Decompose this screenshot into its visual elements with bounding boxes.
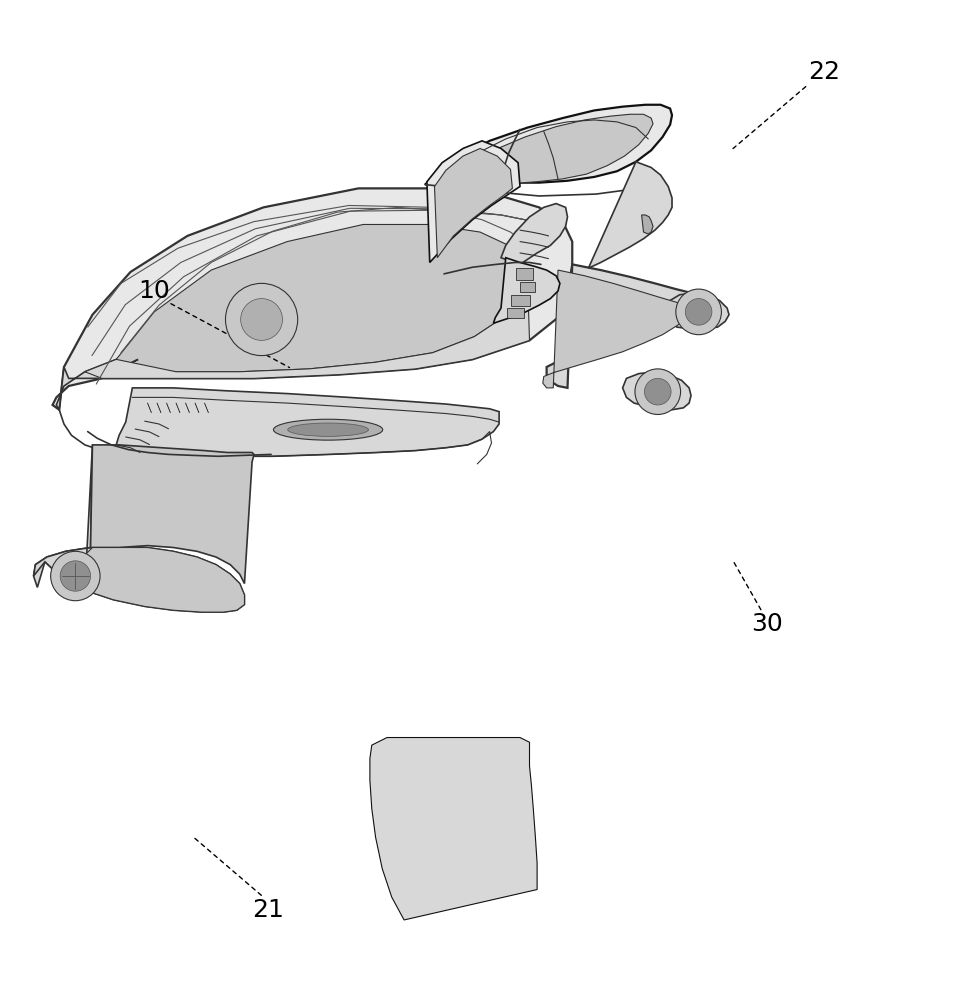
Circle shape bbox=[60, 561, 91, 591]
Polygon shape bbox=[62, 548, 245, 612]
Polygon shape bbox=[34, 546, 245, 612]
Polygon shape bbox=[425, 105, 672, 185]
Polygon shape bbox=[642, 215, 653, 234]
Ellipse shape bbox=[274, 419, 383, 440]
Polygon shape bbox=[435, 148, 513, 258]
Polygon shape bbox=[85, 281, 529, 378]
Polygon shape bbox=[543, 270, 691, 388]
Polygon shape bbox=[370, 738, 537, 920]
Polygon shape bbox=[34, 445, 93, 590]
Circle shape bbox=[685, 299, 712, 325]
Polygon shape bbox=[501, 204, 568, 264]
Text: 22: 22 bbox=[808, 60, 840, 84]
Ellipse shape bbox=[287, 423, 368, 436]
Polygon shape bbox=[56, 359, 138, 410]
Polygon shape bbox=[427, 141, 520, 262]
Text: 21: 21 bbox=[253, 898, 284, 922]
Polygon shape bbox=[623, 372, 691, 410]
Circle shape bbox=[676, 289, 721, 335]
Text: 30: 30 bbox=[751, 612, 783, 636]
Polygon shape bbox=[494, 258, 560, 323]
Polygon shape bbox=[588, 162, 672, 268]
Polygon shape bbox=[547, 264, 703, 388]
Polygon shape bbox=[117, 224, 527, 372]
Polygon shape bbox=[667, 293, 729, 329]
Circle shape bbox=[635, 369, 681, 414]
Polygon shape bbox=[516, 268, 533, 280]
Polygon shape bbox=[440, 114, 653, 188]
Circle shape bbox=[226, 283, 298, 356]
Circle shape bbox=[241, 299, 282, 340]
Polygon shape bbox=[91, 445, 254, 584]
Text: 10: 10 bbox=[139, 279, 170, 303]
Polygon shape bbox=[511, 295, 529, 306]
Polygon shape bbox=[117, 388, 499, 456]
Circle shape bbox=[645, 378, 671, 405]
Polygon shape bbox=[520, 282, 535, 292]
Polygon shape bbox=[53, 188, 573, 410]
Polygon shape bbox=[507, 308, 523, 318]
Circle shape bbox=[51, 551, 100, 601]
